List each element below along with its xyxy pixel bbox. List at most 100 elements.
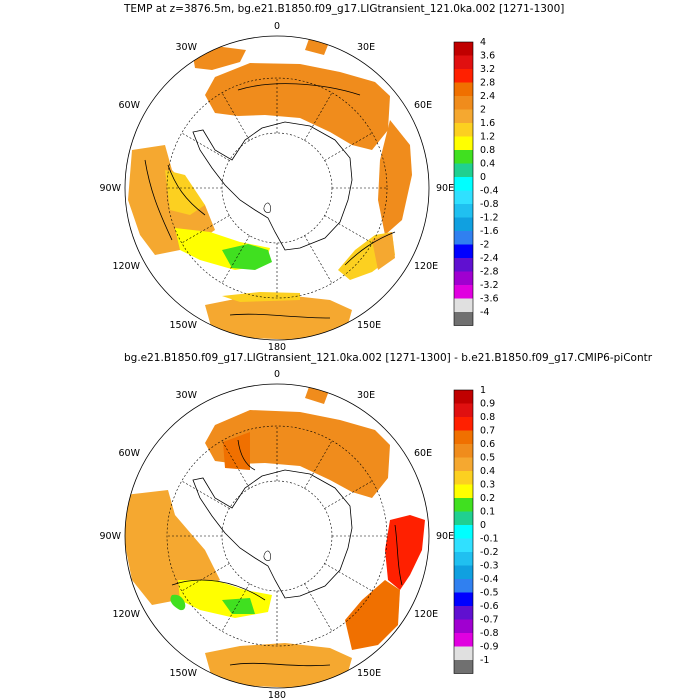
bottom-map-field — [125, 384, 429, 688]
top-colorbar-swatch-16 — [454, 258, 473, 272]
top-colorbar-level-label: -3.6 — [480, 294, 499, 305]
top-colorbar-level-label: -1.2 — [480, 213, 499, 224]
bottom-label-60e: 60E — [414, 448, 432, 459]
top-colorbar-swatch-6 — [454, 123, 473, 137]
top-colorbar-level-label: 1.2 — [480, 132, 495, 143]
bottom-label-60w: 60W — [119, 448, 141, 459]
top-map-field — [125, 36, 429, 340]
bottom-colorbar: 1 0.9 0.8 0.7 0.6 0.5 0.4 0.3 0.2 0.1 0 -0.1 -0.2 -0.… — [453, 385, 499, 674]
bottom-colorbar-swatch-14 — [454, 579, 473, 593]
top-map-boundary — [124, 35, 430, 341]
bottom-label-90w: 90W — [100, 531, 122, 542]
top-colorbar-level-label: -2.4 — [480, 253, 499, 264]
top-label-150e: 150E — [357, 320, 381, 331]
top-colorbar-level-label: 0.8 — [480, 145, 495, 156]
top-colorbar-level-label: -4 — [480, 307, 489, 318]
top-colorbar-level-label: -2 — [480, 240, 489, 251]
bottom-colorbar-level-label: -0.3 — [480, 561, 499, 572]
bottom-colorbar-level-label: 0.7 — [480, 426, 495, 437]
bottom-colorbar-swatch-3 — [454, 430, 473, 444]
bottom-label-120e: 120E — [414, 609, 438, 620]
bottom-label-150e: 150E — [357, 668, 381, 679]
top-label-30e: 30E — [357, 42, 375, 53]
top-label-120e: 120E — [414, 261, 438, 272]
bottom-colorbar-swatch-16 — [454, 606, 473, 620]
top-colorbar-swatch-13 — [454, 217, 473, 231]
bottom-map-boundary — [124, 383, 430, 689]
top-colorbar-swatch-2 — [454, 69, 473, 83]
bottom-colorbar-level-label: -0.7 — [480, 615, 499, 626]
bottom-colorbar-level-label: 0.6 — [480, 439, 495, 450]
bottom-label-0: 0 — [274, 369, 280, 380]
top-label-0: 0 — [274, 21, 280, 32]
top-colorbar-level-label: -2.8 — [480, 267, 499, 278]
top-colorbar-swatch-12 — [454, 204, 473, 218]
top-colorbar-level-label: 4 — [480, 37, 486, 48]
top-colorbar-level-label: -0.4 — [480, 186, 499, 197]
bottom-colorbar-level-label: -0.8 — [480, 628, 499, 639]
bottom-colorbar-level-label: -0.1 — [480, 534, 499, 545]
top-label-90w: 90W — [100, 183, 122, 194]
bottom-colorbar-swatch-17 — [454, 619, 473, 633]
bottom-colorbar-swatch-1 — [454, 403, 473, 417]
bottom-colorbar-level-label: 0.2 — [480, 493, 495, 504]
bottom-colorbar-level-label: -0.9 — [480, 642, 499, 653]
bottom-colorbar-swatch-10 — [454, 525, 473, 539]
top-colorbar-level-label: 2.4 — [480, 91, 495, 102]
bottom-colorbar-swatch-2 — [454, 417, 473, 431]
top-label-120w: 120W — [112, 261, 140, 272]
top-colorbar-swatch-20 — [454, 312, 473, 326]
top-colorbar-level-label: 3.2 — [480, 64, 495, 75]
top-colorbar-swatch-3 — [454, 82, 473, 96]
top-colorbar-swatch-14 — [454, 231, 473, 245]
top-colorbar-level-label: 2.8 — [480, 78, 495, 89]
top-colorbar-level-label: -0.8 — [480, 199, 499, 210]
bottom-colorbar-swatch-9 — [454, 511, 473, 525]
bottom-colorbar-swatch-15 — [454, 592, 473, 606]
top-colorbar-swatch-8 — [454, 150, 473, 164]
top-colorbar-level-label: 0.4 — [480, 159, 495, 170]
top-colorbar-level-label: 2 — [480, 105, 486, 116]
bottom-label-90e: 90E — [436, 531, 454, 542]
top-label-180: 180 — [268, 342, 286, 353]
bottom-label-30e: 30E — [357, 390, 375, 401]
bottom-colorbar-swatch-8 — [454, 498, 473, 512]
bottom-colorbar-level-label: -0.6 — [480, 601, 499, 612]
bottom-colorbar-level-label: -0.5 — [480, 588, 499, 599]
top-label-60e: 60E — [414, 100, 432, 111]
bottom-colorbar-frame — [453, 389, 474, 674]
bottom-colorbar-swatch-11 — [454, 538, 473, 552]
bottom-colorbar-swatch-19 — [454, 646, 473, 660]
top-colorbar-swatch-18 — [454, 285, 473, 299]
bottom-polar-map: 0 30E 60E 90E 120E 150E 180 150W 120W 90… — [100, 369, 455, 700]
top-colorbar-swatch-1 — [454, 55, 473, 69]
top-label-90e: 90E — [436, 183, 454, 194]
bottom-label-120w: 120W — [112, 609, 140, 620]
top-colorbar-swatch-9 — [454, 163, 473, 177]
top-colorbar-level-label: 0 — [480, 172, 486, 183]
top-colorbar-swatch-15 — [454, 244, 473, 258]
bottom-colorbar-swatch-4 — [454, 444, 473, 458]
bottom-colorbar-level-label: 0.3 — [480, 480, 495, 491]
bottom-colorbar-swatch-18 — [454, 633, 473, 647]
top-colorbar-swatch-19 — [454, 298, 473, 312]
bottom-colorbar-level-label: 0.8 — [480, 412, 495, 423]
bottom-label-150w: 150W — [169, 668, 197, 679]
top-colorbar-swatch-10 — [454, 177, 473, 191]
bottom-colorbar-level-label: -0.4 — [480, 574, 499, 585]
top-colorbar-frame — [453, 41, 474, 326]
top-label-60w: 60W — [119, 100, 141, 111]
bottom-colorbar-level-label: 0.4 — [480, 466, 495, 477]
bottom-label-30w: 30W — [176, 390, 198, 401]
top-colorbar-swatch-0 — [454, 42, 473, 56]
top-label-150w: 150W — [169, 320, 197, 331]
bottom-colorbar-level-label: 0.1 — [480, 507, 495, 518]
top-colorbar-level-label: 3.6 — [480, 51, 495, 62]
bottom-colorbar-swatch-6 — [454, 471, 473, 485]
top-colorbar-swatch-7 — [454, 136, 473, 150]
top-colorbar-level-label: 1.6 — [480, 118, 495, 129]
top-colorbar: 4 3.6 3.2 2.8 2.4 2 1.6 1.2 0.8 0.4 0 -0.4 -0.8 -1.2 -… — [453, 37, 499, 326]
top-colorbar-level-label: -3.2 — [480, 280, 499, 291]
top-colorbar-swatch-17 — [454, 271, 473, 285]
